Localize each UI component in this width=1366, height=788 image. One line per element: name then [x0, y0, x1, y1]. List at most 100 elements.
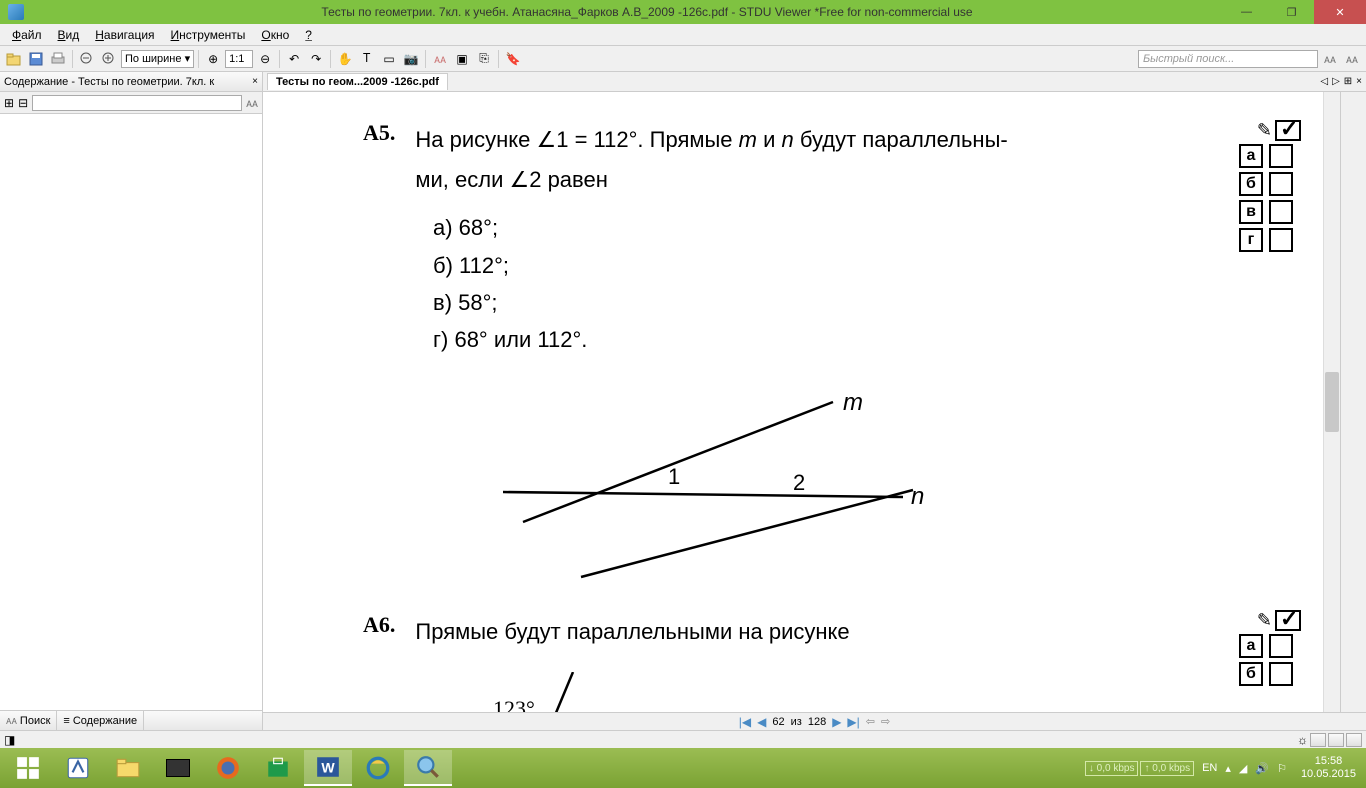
- outline-expand-icon[interactable]: ⊞: [4, 96, 14, 110]
- taskbar-word-icon[interactable]: W: [304, 750, 352, 786]
- answer-a5-g[interactable]: [1269, 228, 1293, 252]
- taskbar-firefox-icon[interactable]: [204, 750, 252, 786]
- sidebar-tab-contents[interactable]: ≡Содержание: [57, 711, 144, 730]
- zoom-minus-icon[interactable]: ⊖: [255, 49, 275, 69]
- tab-grid-icon[interactable]: ⊞: [1344, 76, 1352, 87]
- zoom-out-icon[interactable]: [77, 49, 97, 69]
- sidebar-title: Содержание - Тесты по геометрии. 7кл. к: [4, 76, 214, 88]
- status-left-icon[interactable]: ◨: [4, 733, 15, 747]
- answer-a6-b[interactable]: [1269, 662, 1293, 686]
- q-a5-options: а) 68°; б) 112°; в) 58°; г) 68° или 112°…: [433, 209, 1143, 359]
- rotate-left-icon[interactable]: ↶: [284, 49, 304, 69]
- nav-back-icon[interactable]: ⇦: [866, 715, 875, 728]
- network-monitor[interactable]: ↓ 0,0 kbps ↑ 0,0 kbps: [1085, 761, 1194, 776]
- tray-volume-icon[interactable]: 🔊: [1255, 762, 1269, 775]
- sidebar-close-icon[interactable]: ×: [252, 76, 258, 87]
- answer-box-a5: ✎ а б в г: [1239, 120, 1301, 256]
- menu-file[interactable]: Файл: [4, 26, 50, 44]
- menu-nav[interactable]: Навигация: [87, 26, 162, 44]
- q-a6-text: Прямые будут параллельными на рисунке: [415, 612, 849, 652]
- a6-fragment: 123°: [483, 672, 603, 712]
- label-m: m: [843, 392, 863, 416]
- print-icon[interactable]: [48, 49, 68, 69]
- last-page-icon[interactable]: ▶|: [847, 715, 859, 729]
- taskbar: W ↓ 0,0 kbps ↑ 0,0 kbps EN ▴ ◢ 🔊 ⚐ 15:58…: [0, 748, 1366, 788]
- q-a5-text: На рисунке ∠1 = 112°. Прямые m и n будут…: [415, 120, 1007, 199]
- label-angle-1: 1: [668, 464, 680, 489]
- label-angle-2: 2: [793, 470, 805, 495]
- document-tabs: Тесты по геом...2009 -126с.pdf ◁ ▷ ⊞ ×: [263, 72, 1366, 92]
- open-icon[interactable]: [4, 49, 24, 69]
- zoom-plus-icon[interactable]: ⊕: [203, 49, 223, 69]
- quick-search-input[interactable]: Быстрый поиск...: [1138, 50, 1318, 68]
- answer-a5-a[interactable]: [1269, 144, 1293, 168]
- close-button[interactable]: ✕: [1314, 0, 1366, 24]
- tab-next-icon[interactable]: ▷: [1332, 76, 1340, 87]
- document-tab[interactable]: Тесты по геом...2009 -126с.pdf: [267, 73, 448, 90]
- tray-lang[interactable]: EN: [1202, 762, 1217, 774]
- menu-help[interactable]: ?: [297, 26, 320, 44]
- search-next-icon[interactable]: ᴀᴀ: [1342, 49, 1362, 69]
- menu-tools[interactable]: Инструменты: [163, 26, 254, 44]
- hand-icon[interactable]: ✋: [335, 49, 355, 69]
- answer-a6-a[interactable]: [1269, 634, 1293, 658]
- tray-up-icon[interactable]: ▴: [1225, 762, 1231, 775]
- content-area: Тесты по геом...2009 -126с.pdf ◁ ▷ ⊞ × А…: [263, 72, 1366, 730]
- maximize-button[interactable]: ❐: [1269, 0, 1314, 24]
- taskbar-explorer-icon[interactable]: [104, 750, 152, 786]
- rotate-right-icon[interactable]: ↷: [306, 49, 326, 69]
- taskbar-ie2-icon[interactable]: [354, 750, 402, 786]
- taskbar-stdu-icon[interactable]: [404, 750, 452, 786]
- answer-box-a6: ✎ а б: [1239, 610, 1301, 690]
- view-mode-3[interactable]: [1346, 733, 1362, 747]
- page-total: 128: [808, 716, 826, 728]
- status-bar: ◨ ☼: [0, 730, 1366, 748]
- tray-clock[interactable]: 15:58 10.05.2015: [1295, 755, 1362, 781]
- save-icon[interactable]: [26, 49, 46, 69]
- taskbar-app-icon[interactable]: [154, 750, 202, 786]
- status-brightness-icon[interactable]: ☼: [1297, 733, 1308, 747]
- zoom-in-icon[interactable]: [99, 49, 119, 69]
- outline-collapse-icon[interactable]: ⊟: [18, 96, 28, 110]
- answer-check-icon: [1275, 120, 1301, 141]
- find-icon[interactable]: ᴀᴀ: [430, 49, 450, 69]
- highlight-icon[interactable]: ▣: [452, 49, 472, 69]
- q-a5-num: А5.: [363, 120, 395, 199]
- view-mode-2[interactable]: [1328, 733, 1344, 747]
- start-button[interactable]: [4, 750, 52, 786]
- menu-window[interactable]: Окно: [253, 26, 297, 44]
- taskbar-store-icon[interactable]: [254, 750, 302, 786]
- tray-network-icon[interactable]: ◢: [1239, 762, 1247, 775]
- copy-icon[interactable]: ⎘: [474, 49, 494, 69]
- sidebar-bottom-tabs: ᴀᴀПоиск ≡Содержание: [0, 710, 262, 730]
- tab-prev-icon[interactable]: ◁: [1320, 76, 1328, 87]
- minimize-button[interactable]: —: [1224, 0, 1269, 24]
- tab-close-icon[interactable]: ×: [1356, 76, 1362, 87]
- q-a6-num: А6.: [363, 612, 395, 652]
- sidebar-tab-header: Содержание - Тесты по геометрии. 7кл. к …: [0, 72, 262, 92]
- select-text-icon[interactable]: Ꭲ: [357, 49, 377, 69]
- fit-mode-select[interactable]: По ширине ▾: [121, 50, 194, 68]
- prev-page-icon[interactable]: ◀: [757, 715, 766, 729]
- taskbar-ie-icon[interactable]: [54, 750, 102, 786]
- select-region-icon[interactable]: ▭: [379, 49, 399, 69]
- sidebar-filter-input[interactable]: [32, 95, 242, 111]
- window-controls: — ❐ ✕: [1224, 0, 1366, 24]
- sidebar-tab-search[interactable]: ᴀᴀПоиск: [0, 711, 57, 730]
- view-mode-1[interactable]: [1310, 733, 1326, 747]
- window-title: Тесты по геометрии. 7кл. к учебн. Атанас…: [30, 5, 1224, 19]
- answer-a5-v[interactable]: [1269, 200, 1293, 224]
- snapshot-icon[interactable]: 📷: [401, 49, 421, 69]
- bookmark-icon[interactable]: 🔖: [503, 49, 523, 69]
- zoom-ratio[interactable]: 1:1: [225, 50, 253, 68]
- page-current: 62: [772, 716, 784, 728]
- vertical-scrollbar[interactable]: [1323, 92, 1340, 712]
- menu-view[interactable]: Вид: [50, 26, 88, 44]
- search-prev-icon[interactable]: ᴀᴀ: [1320, 49, 1340, 69]
- nav-fwd-icon[interactable]: ⇨: [881, 715, 890, 728]
- answer-a5-b[interactable]: [1269, 172, 1293, 196]
- first-page-icon[interactable]: |◀: [739, 715, 751, 729]
- sidebar-search-icon[interactable]: ᴀᴀ: [246, 96, 258, 110]
- next-page-icon[interactable]: ▶: [832, 715, 841, 729]
- tray-flag-icon[interactable]: ⚐: [1277, 762, 1287, 775]
